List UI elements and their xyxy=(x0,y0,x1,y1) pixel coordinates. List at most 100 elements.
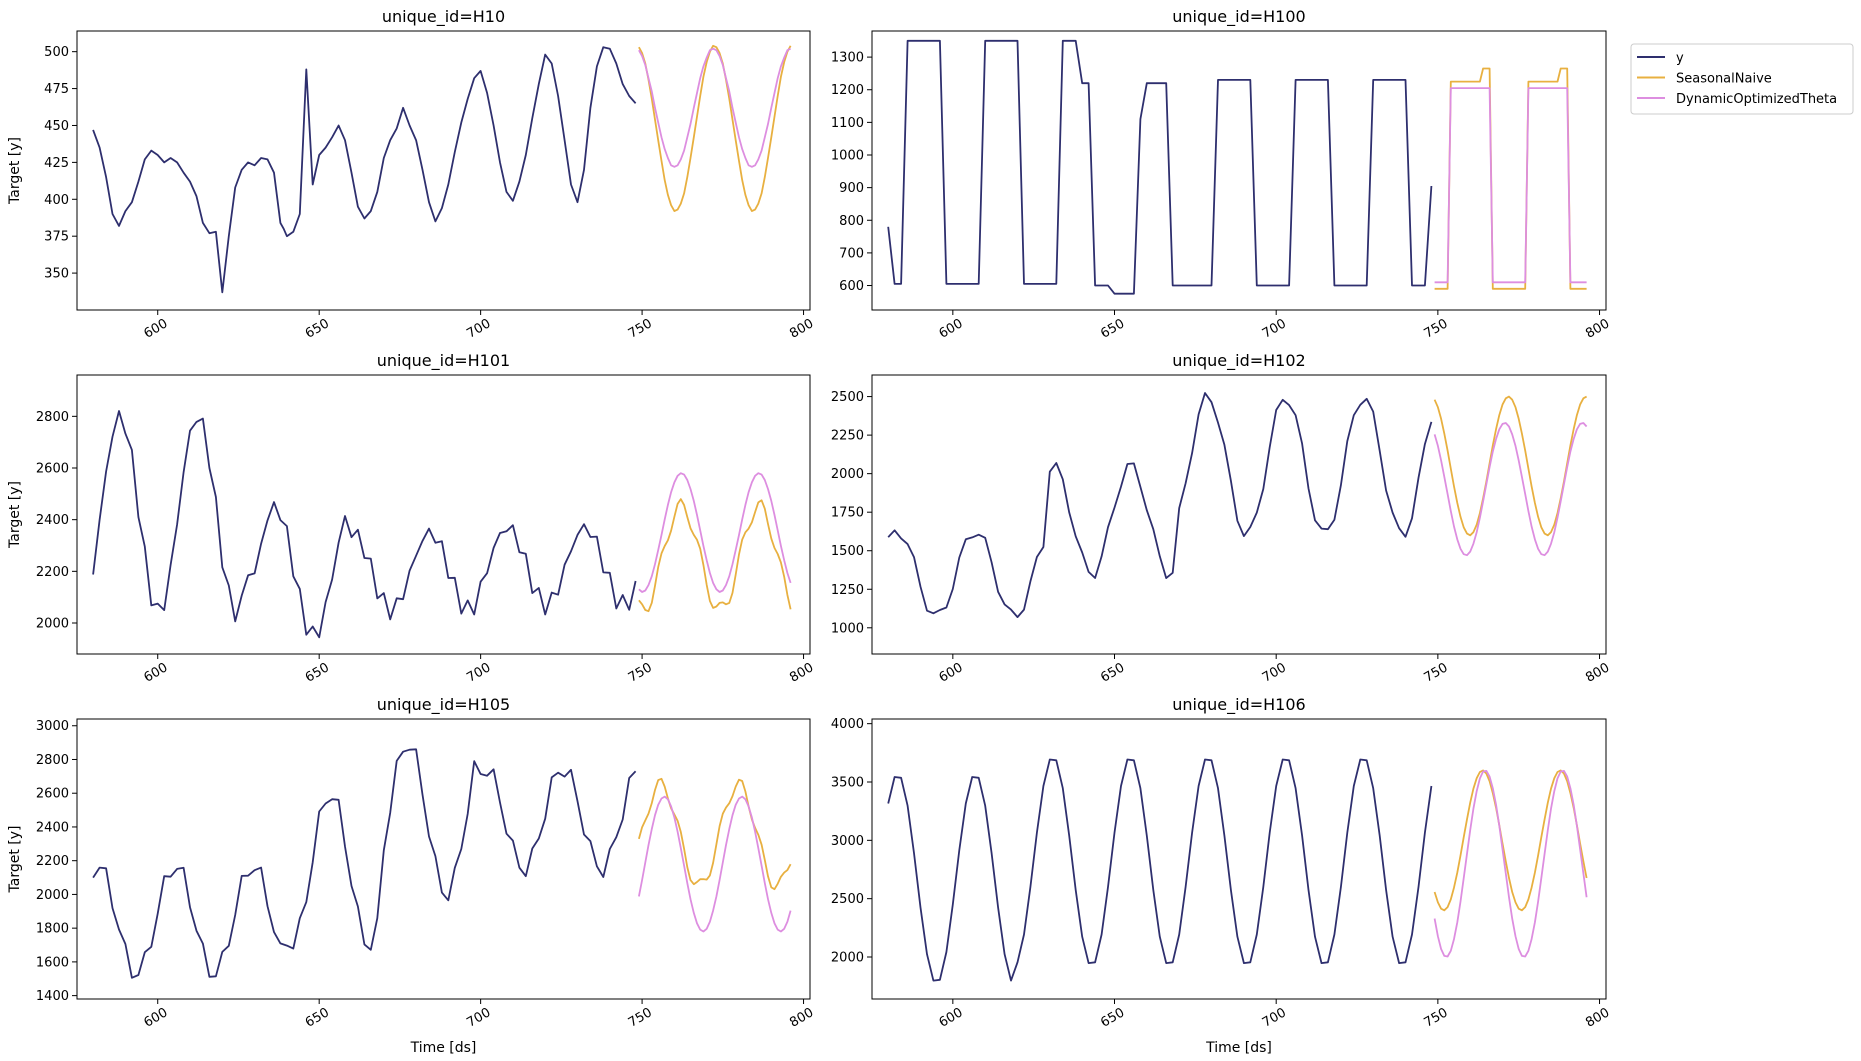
y-tick-label: 500 xyxy=(44,45,69,60)
legend-label: DynamicOptimizedTheta xyxy=(1676,92,1837,107)
y-tick-label: 1000 xyxy=(831,149,864,164)
y-tick-label: 3000 xyxy=(36,719,69,734)
y-tick-label: 2000 xyxy=(36,888,69,903)
y-tick-label: 400 xyxy=(44,193,69,208)
plot-frame xyxy=(76,718,811,1000)
y-tick-label: 475 xyxy=(44,82,69,97)
series-line-y xyxy=(887,39,1433,295)
x-tick-label: 750 xyxy=(1422,660,1451,685)
plot-frame xyxy=(76,374,811,655)
panel-h105: unique_id=H105 600 650 700 750 800 1400 1600 180… xyxy=(7,695,816,1056)
y-tick-label: 3500 xyxy=(831,776,864,791)
x-tick-label: 700 xyxy=(464,1005,493,1030)
y-tick-label: 2250 xyxy=(831,429,864,444)
y-tick-label: 3000 xyxy=(831,834,864,849)
x-tick-label: 650 xyxy=(1098,660,1127,685)
x-tick-label: 800 xyxy=(787,316,816,341)
panel-h102: unique_id=H102 600 650 700 750 800 1000 1250 150… xyxy=(831,351,1612,686)
plot-frame xyxy=(871,718,1607,1000)
x-tick-label: 750 xyxy=(626,316,655,341)
y-tick-label: 4000 xyxy=(831,717,864,732)
x-tick-label: 700 xyxy=(1260,1005,1289,1030)
legend-box xyxy=(1630,43,1854,115)
y-tick-label: 2800 xyxy=(36,753,69,768)
series-line-y xyxy=(887,392,1433,618)
y-axis-label: Target [y] xyxy=(7,826,23,894)
x-tick-label: 650 xyxy=(1098,1005,1127,1030)
y-tick-label: 1750 xyxy=(831,506,864,521)
y-tick-label: 1500 xyxy=(831,544,864,559)
y-tick-label: 600 xyxy=(839,279,864,294)
y-tick-label: 2000 xyxy=(831,467,864,482)
x-tick-label: 600 xyxy=(141,1005,170,1030)
x-tick-label: 800 xyxy=(1583,1005,1612,1030)
plot-frame xyxy=(871,30,1607,311)
y-tick-label: 700 xyxy=(839,246,864,261)
y-tick-label: 1300 xyxy=(831,51,864,66)
x-tick-label: 750 xyxy=(626,660,655,685)
y-tick-label: 1100 xyxy=(831,116,864,131)
y-tick-label: 450 xyxy=(44,119,69,134)
series-line-seasonalnaive xyxy=(1434,67,1587,290)
y-tick-label: 1400 xyxy=(36,989,69,1004)
series-line-dynamicoptimizedtheta xyxy=(638,795,792,933)
x-axis-label: Time [ds] xyxy=(410,1040,477,1056)
x-axis-label: Time [ds] xyxy=(1205,1040,1272,1056)
series-line-seasonalnaive xyxy=(1433,769,1588,912)
x-tick-label: 700 xyxy=(464,660,493,685)
x-tick-label: 600 xyxy=(141,660,170,685)
y-tick-label: 350 xyxy=(44,267,69,282)
x-tick-label: 750 xyxy=(626,1005,655,1030)
plot-frame xyxy=(871,374,1607,655)
series-line-y xyxy=(92,748,637,979)
legend: y SeasonalNaive DynamicOptimizedTheta xyxy=(1630,43,1854,115)
y-axis-label: Target [y] xyxy=(7,481,23,549)
x-tick-label: 750 xyxy=(1422,316,1451,341)
y-tick-label: 2200 xyxy=(36,854,69,869)
panel-title: unique_id=H10 xyxy=(382,7,505,27)
y-tick-label: 2000 xyxy=(831,951,864,966)
x-tick-label: 600 xyxy=(937,316,966,341)
x-tick-label: 650 xyxy=(303,660,332,685)
x-tick-label: 800 xyxy=(1583,660,1612,685)
x-tick-label: 650 xyxy=(1098,316,1127,341)
x-tick-label: 600 xyxy=(937,1005,966,1030)
y-tick-label: 375 xyxy=(44,230,69,245)
y-tick-label: 2500 xyxy=(831,390,864,405)
panel-title: unique_id=H101 xyxy=(377,351,510,371)
y-tick-label: 800 xyxy=(839,214,864,229)
series-line-seasonalnaive xyxy=(638,498,792,613)
series-line-y xyxy=(92,46,637,294)
y-tick-label: 2500 xyxy=(831,892,864,907)
y-tick-label: 1000 xyxy=(831,621,864,636)
y-tick-label: 1800 xyxy=(36,922,69,937)
panel-title: unique_id=H100 xyxy=(1172,7,1305,27)
panel-h101: unique_id=H101 600 650 700 750 800 2000 2200 240… xyxy=(7,351,816,686)
series-line-y xyxy=(92,410,637,639)
panel-title: unique_id=H106 xyxy=(1172,695,1305,715)
x-tick-label: 800 xyxy=(1583,316,1612,341)
series-line-dynamicoptimizedtheta xyxy=(1433,770,1588,958)
x-tick-label: 650 xyxy=(303,1005,332,1030)
panel-h10: unique_id=H10 600 650 700 750 800 350 375 400 425… xyxy=(7,7,816,342)
panel-title: unique_id=H102 xyxy=(1172,351,1305,371)
series-line-dynamicoptimizedtheta xyxy=(1434,87,1587,284)
x-tick-label: 750 xyxy=(1422,1005,1451,1030)
legend-label: y xyxy=(1676,51,1684,66)
series-line-seasonalnaive xyxy=(638,777,792,891)
panel-h106: unique_id=H106 600 650 700 750 800 2000 2500 300… xyxy=(831,695,1612,1056)
x-tick-label: 600 xyxy=(141,316,170,341)
x-tick-label: 650 xyxy=(303,316,332,341)
y-tick-label: 2800 xyxy=(36,410,69,425)
legend-label: SeasonalNaive xyxy=(1676,72,1772,87)
y-tick-label: 1200 xyxy=(831,83,864,98)
plot-frame xyxy=(76,30,811,311)
y-tick-label: 900 xyxy=(839,181,864,196)
series-line-seasonalnaive xyxy=(1433,395,1588,537)
x-tick-label: 700 xyxy=(1260,316,1289,341)
x-tick-label: 600 xyxy=(937,660,966,685)
y-tick-label: 2000 xyxy=(36,617,69,632)
y-tick-label: 2600 xyxy=(36,462,69,477)
y-tick-label: 2400 xyxy=(36,513,69,528)
